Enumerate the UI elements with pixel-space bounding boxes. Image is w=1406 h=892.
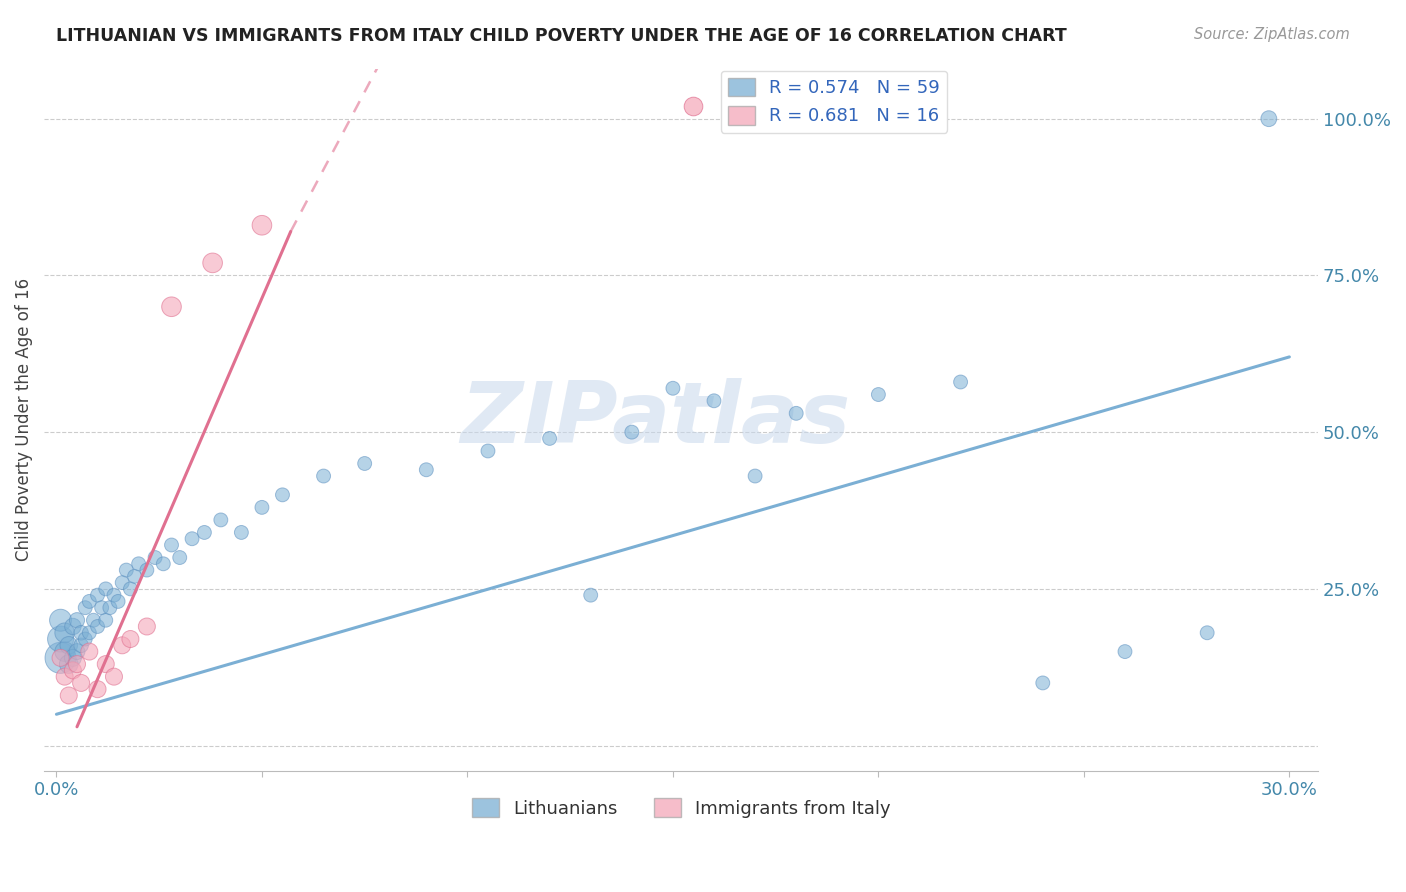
Point bbox=[53, 670, 76, 684]
Point bbox=[538, 431, 561, 445]
Point bbox=[94, 613, 117, 627]
Point bbox=[66, 644, 89, 658]
Point bbox=[415, 463, 437, 477]
Point bbox=[75, 600, 97, 615]
Point bbox=[209, 513, 232, 527]
Point bbox=[62, 619, 84, 633]
Point bbox=[58, 657, 80, 672]
Point bbox=[201, 256, 224, 270]
Point bbox=[86, 619, 108, 633]
Point bbox=[1032, 676, 1054, 690]
Point bbox=[181, 532, 204, 546]
Point bbox=[66, 657, 89, 672]
Point bbox=[1114, 644, 1136, 658]
Point bbox=[312, 469, 335, 483]
Point bbox=[53, 625, 76, 640]
Point bbox=[75, 632, 97, 646]
Point bbox=[79, 625, 101, 640]
Point bbox=[120, 632, 142, 646]
Point bbox=[579, 588, 602, 602]
Text: ZIPatlas: ZIPatlas bbox=[461, 378, 851, 461]
Point bbox=[70, 625, 93, 640]
Point bbox=[86, 588, 108, 602]
Point bbox=[90, 600, 112, 615]
Point bbox=[115, 563, 138, 577]
Point bbox=[353, 457, 375, 471]
Point bbox=[135, 563, 157, 577]
Y-axis label: Child Poverty Under the Age of 16: Child Poverty Under the Age of 16 bbox=[15, 278, 32, 561]
Point bbox=[271, 488, 294, 502]
Point bbox=[49, 650, 72, 665]
Point bbox=[846, 99, 869, 113]
Point bbox=[79, 594, 101, 608]
Legend: Lithuanians, Immigrants from Italy: Lithuanians, Immigrants from Italy bbox=[464, 791, 898, 825]
Point bbox=[103, 588, 125, 602]
Point bbox=[160, 538, 183, 552]
Point bbox=[785, 406, 807, 420]
Point bbox=[169, 550, 191, 565]
Text: Source: ZipAtlas.com: Source: ZipAtlas.com bbox=[1194, 27, 1350, 42]
Point bbox=[231, 525, 253, 540]
Point bbox=[111, 575, 134, 590]
Point bbox=[58, 689, 80, 703]
Point bbox=[1197, 625, 1219, 640]
Point bbox=[62, 664, 84, 678]
Point bbox=[94, 582, 117, 596]
Point bbox=[70, 676, 93, 690]
Point bbox=[62, 650, 84, 665]
Point bbox=[143, 550, 166, 565]
Point bbox=[477, 444, 499, 458]
Point bbox=[128, 557, 150, 571]
Point bbox=[66, 613, 89, 627]
Point bbox=[703, 393, 725, 408]
Point bbox=[250, 500, 273, 515]
Point bbox=[1257, 112, 1279, 126]
Point bbox=[135, 619, 157, 633]
Point bbox=[193, 525, 215, 540]
Point bbox=[868, 387, 890, 401]
Point bbox=[103, 670, 125, 684]
Point bbox=[53, 644, 76, 658]
Point bbox=[94, 657, 117, 672]
Point bbox=[120, 582, 142, 596]
Point bbox=[682, 99, 704, 113]
Point bbox=[82, 613, 104, 627]
Point bbox=[744, 469, 766, 483]
Point bbox=[160, 300, 183, 314]
Point bbox=[949, 375, 972, 389]
Point bbox=[49, 632, 72, 646]
Point bbox=[662, 381, 685, 395]
Point bbox=[49, 650, 72, 665]
Point bbox=[49, 613, 72, 627]
Point bbox=[250, 219, 273, 233]
Text: LITHUANIAN VS IMMIGRANTS FROM ITALY CHILD POVERTY UNDER THE AGE OF 16 CORRELATIO: LITHUANIAN VS IMMIGRANTS FROM ITALY CHIL… bbox=[56, 27, 1067, 45]
Point bbox=[86, 682, 108, 697]
Point bbox=[58, 638, 80, 652]
Point bbox=[111, 638, 134, 652]
Point bbox=[124, 569, 146, 583]
Point bbox=[79, 644, 101, 658]
Point bbox=[620, 425, 643, 439]
Point bbox=[70, 638, 93, 652]
Point bbox=[98, 600, 121, 615]
Point bbox=[152, 557, 174, 571]
Point bbox=[107, 594, 129, 608]
